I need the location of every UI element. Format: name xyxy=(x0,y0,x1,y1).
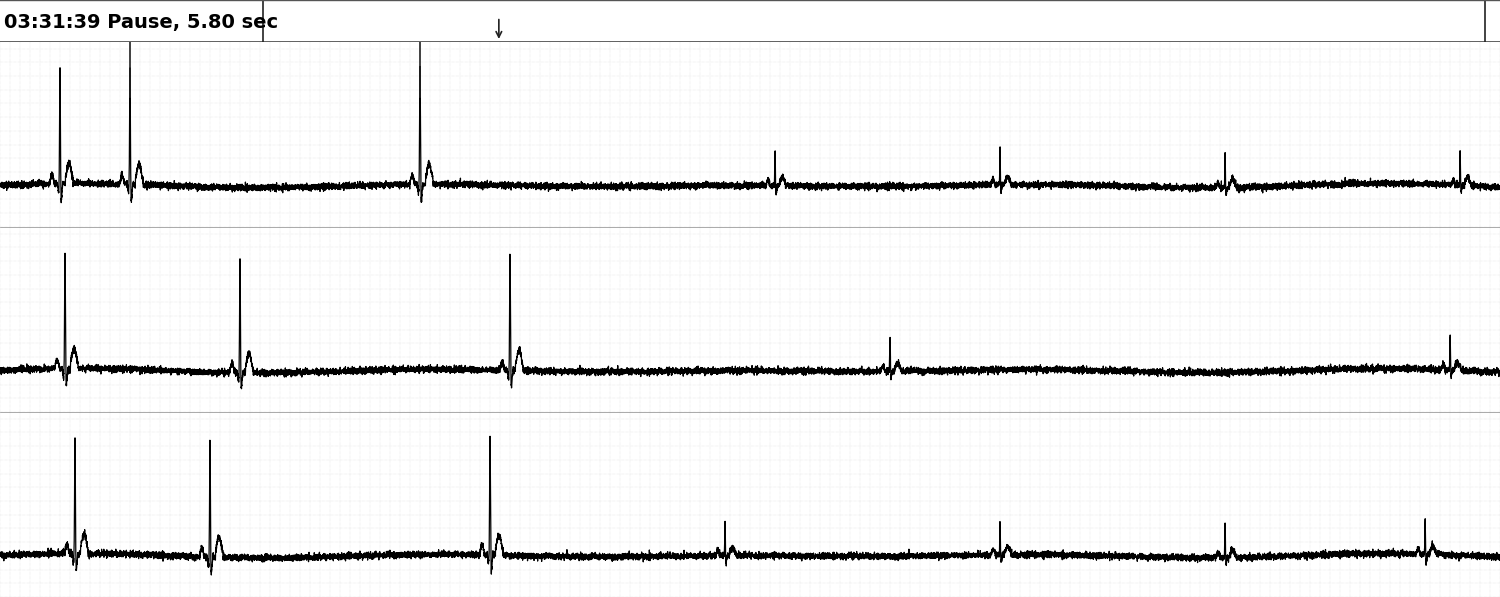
Text: 03:31:39 Pause, 5.80 sec: 03:31:39 Pause, 5.80 sec xyxy=(4,14,279,32)
